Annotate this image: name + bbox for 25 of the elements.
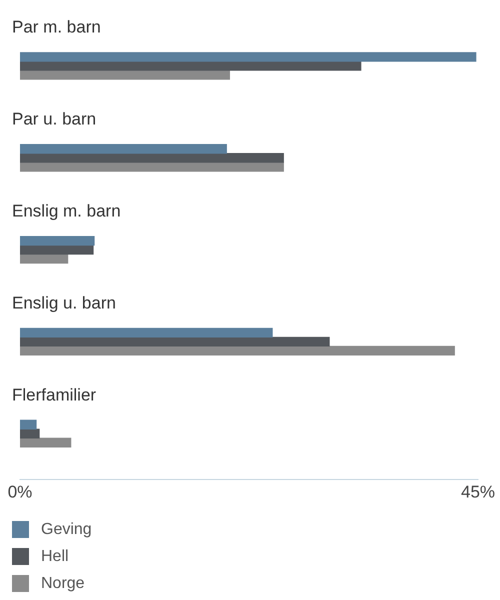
x-tick-label: 45% [460,482,496,502]
bar [20,420,37,430]
bar [20,61,362,71]
x-tick-label: 0% [8,482,32,502]
bar [20,346,455,356]
y-tick-label: Enslig m. barn [12,201,121,220]
legend-label: Geving [41,520,92,538]
bar [20,162,284,172]
bar [20,328,273,338]
bar [20,254,68,264]
bar [20,336,330,347]
bar [20,428,40,438]
y-tick-label: Par u. barn [12,110,96,129]
bar [20,438,72,448]
bar [20,52,476,62]
y-tick-label: Flerfamilier [12,385,96,404]
bar [20,244,94,255]
bar [20,70,230,80]
y-tick-label: Par m. barn [12,18,101,37]
bar [20,153,284,163]
legend-label: Hell [41,548,69,566]
legend-label: Norge [41,574,85,592]
bar [20,236,95,246]
bar [20,144,227,154]
y-tick-label: Enslig u. barn [12,293,116,312]
